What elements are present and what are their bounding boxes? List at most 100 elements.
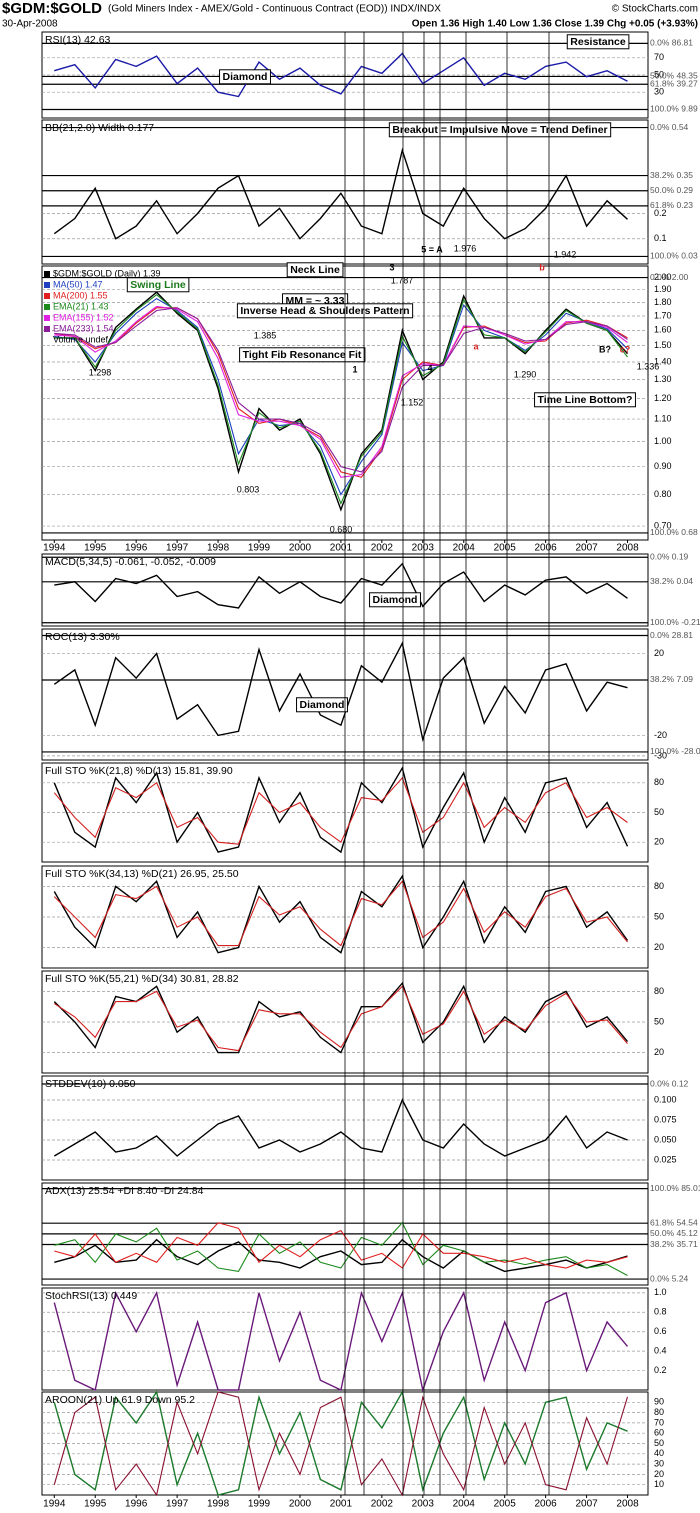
annotation: Diamond (373, 594, 418, 606)
x-tick-label: 2002 (371, 543, 394, 554)
y-tick-label: 80 (654, 1407, 664, 1417)
fib-level-label: 38.2% 0.35 (650, 170, 693, 180)
fib-level-label: 100.0% -28.06 (650, 746, 700, 756)
annotation: 1.152 (401, 397, 424, 407)
fib-level-label: 61.8% 0.23 (650, 200, 693, 210)
series-line (53, 766, 629, 854)
series-line (54, 1222, 628, 1269)
fib-level-label: 0.0% 0.54 (650, 122, 689, 132)
fib-level-label: 50.0% 45.12 (650, 1228, 698, 1238)
annotation: 4 (427, 363, 432, 373)
fib-level-label: 100.0% -0.21 (650, 617, 700, 627)
fib-level-label: 0.0% 2.00 (650, 272, 689, 282)
y-tick-label: 50 (654, 69, 664, 79)
y-tick-label: 0.100 (654, 1094, 677, 1104)
series-line (53, 1098, 628, 1157)
y-tick-label: 0.025 (654, 1154, 677, 1164)
panel-title: RSI(13) 42.63 (45, 34, 111, 46)
x-tick-label: 2005 (494, 543, 517, 554)
y-tick-label: 1.10 (654, 413, 672, 423)
x-tick-label: 1994 (43, 1499, 66, 1510)
y-tick-label: 50 (654, 807, 664, 817)
panel-title: STDDEV(10) 0.050 (45, 1078, 136, 1090)
series-line (53, 874, 629, 954)
fib-level-label: 0.0% 0.19 (650, 552, 689, 562)
panel-title: Full STO %K(21,8) %D(13) 15.81, 39.90 (45, 765, 233, 777)
panel: 0.1 0.2 0.0% 0.54 38.2% 0.35 50.0% 0.29 61.8%… (41, 119, 698, 265)
x-tick-label: 1998 (207, 1499, 230, 1510)
x-tick-label: 2001 (330, 1499, 353, 1510)
annotation: B? (599, 344, 611, 354)
series-line (53, 1391, 629, 1497)
annotation-box (239, 347, 366, 363)
fib-level-label: 50.0% 48.35 (650, 71, 698, 81)
panel: -30 -20 20 0.0% 28.81 38.2% 7.09 100.0% -28.0… (41, 628, 700, 761)
fib-level-label: 100.0% 0.03 (650, 251, 698, 261)
x-tick-label: 1996 (125, 1499, 148, 1510)
y-tick-label: -20 (654, 730, 667, 740)
legend-label: EMA(155) 1.52 (53, 312, 114, 322)
y-tick-label: 1.50 (654, 340, 672, 350)
annotation: 1.787 (391, 275, 414, 285)
fib-level-label: 100.0% 0.68 (650, 527, 698, 537)
y-tick-label: 20 (654, 942, 664, 952)
panel: 0.025 0.050 0.075 0.100 0.0% 0.12 STDDEV(10) … (41, 1075, 689, 1181)
panel-title: BB(21,2.0) Width 0.177 (45, 122, 154, 134)
fib-level-label: 0.0% 5.24 (650, 1273, 689, 1283)
x-tick-label: 2004 (453, 1499, 476, 1510)
y-tick-label: 0.80 (654, 489, 672, 499)
series-line (54, 1221, 628, 1276)
y-tick-label: 2.00 (654, 272, 672, 282)
legend-swatch (44, 315, 50, 321)
y-tick-label: 1.60 (654, 325, 672, 335)
y-tick-label: 70 (654, 52, 664, 62)
annotation: 0.680 (330, 524, 353, 534)
series-line (53, 147, 628, 240)
annotation-box (566, 34, 630, 50)
x-tick-label: 2000 (289, 1499, 312, 1510)
annotation-box (388, 122, 612, 138)
panel: 20 50 80 Full STO %K(34,13) %D(21) 26.95, 2… (41, 865, 664, 969)
series-line (53, 880, 628, 947)
y-tick-label: 1.0 (654, 1287, 667, 1297)
panel: 20 50 80 Full STO %K(21,8) %D(13) 15.81, 39… (41, 762, 664, 863)
panel: 20 50 80 Full STO %K(55,21) %D(34) 30.81, 2… (41, 970, 664, 1074)
fib-level-label: 38.2% 0.04 (650, 576, 693, 586)
x-tick-label: 1999 (248, 543, 271, 554)
x-tick-label: 2007 (575, 543, 598, 554)
panel-title: Full STO %K(34,13) %D(21) 26.95, 25.50 (45, 868, 239, 880)
x-tick-label: 1995 (84, 543, 107, 554)
annotation: Time Line Bottom? (538, 394, 633, 406)
y-tick-label: 80 (654, 986, 664, 996)
series-line (54, 1238, 628, 1273)
annotation-box (286, 262, 344, 278)
legend-label: MA(200) 1.55 (53, 290, 108, 300)
annotation: 1.942 (554, 249, 577, 259)
x-tick-label: 1996 (125, 543, 148, 554)
series-line (53, 776, 628, 845)
quote: Open 1.36 High 1.40 Low 1.36 Close 1.39 … (412, 19, 698, 30)
y-tick-label: 0.2 (654, 208, 667, 218)
y-tick-label: 1.80 (654, 297, 672, 307)
y-tick-label: 1.40 (654, 356, 672, 366)
x-tick-label: 2006 (535, 1499, 558, 1510)
panel-title: AROON(21) Up 61.9 Down 95.2 (45, 1394, 195, 1406)
fib-level-label: 50.0% 0.29 (650, 185, 693, 195)
annotation: 5 = A (421, 244, 443, 254)
fib-level-label: 38.2% 35.71 (650, 1239, 698, 1249)
y-tick-label: 0.075 (654, 1114, 677, 1124)
y-tick-label: 90 (654, 1397, 664, 1407)
y-tick-label: 80 (654, 777, 664, 787)
annotation: Inverse Head & Shoulders Pattern (240, 305, 409, 317)
x-tick-label: 1997 (166, 543, 189, 554)
x-tick-label: 2003 (412, 543, 435, 554)
annotation: 1.290 (514, 369, 537, 379)
series-line (53, 641, 628, 743)
x-tick-label: 1998 (207, 543, 230, 554)
annotation: Swing Line (130, 279, 186, 291)
x-tick-label: 2001 (330, 543, 353, 554)
annotation-box (236, 303, 414, 319)
